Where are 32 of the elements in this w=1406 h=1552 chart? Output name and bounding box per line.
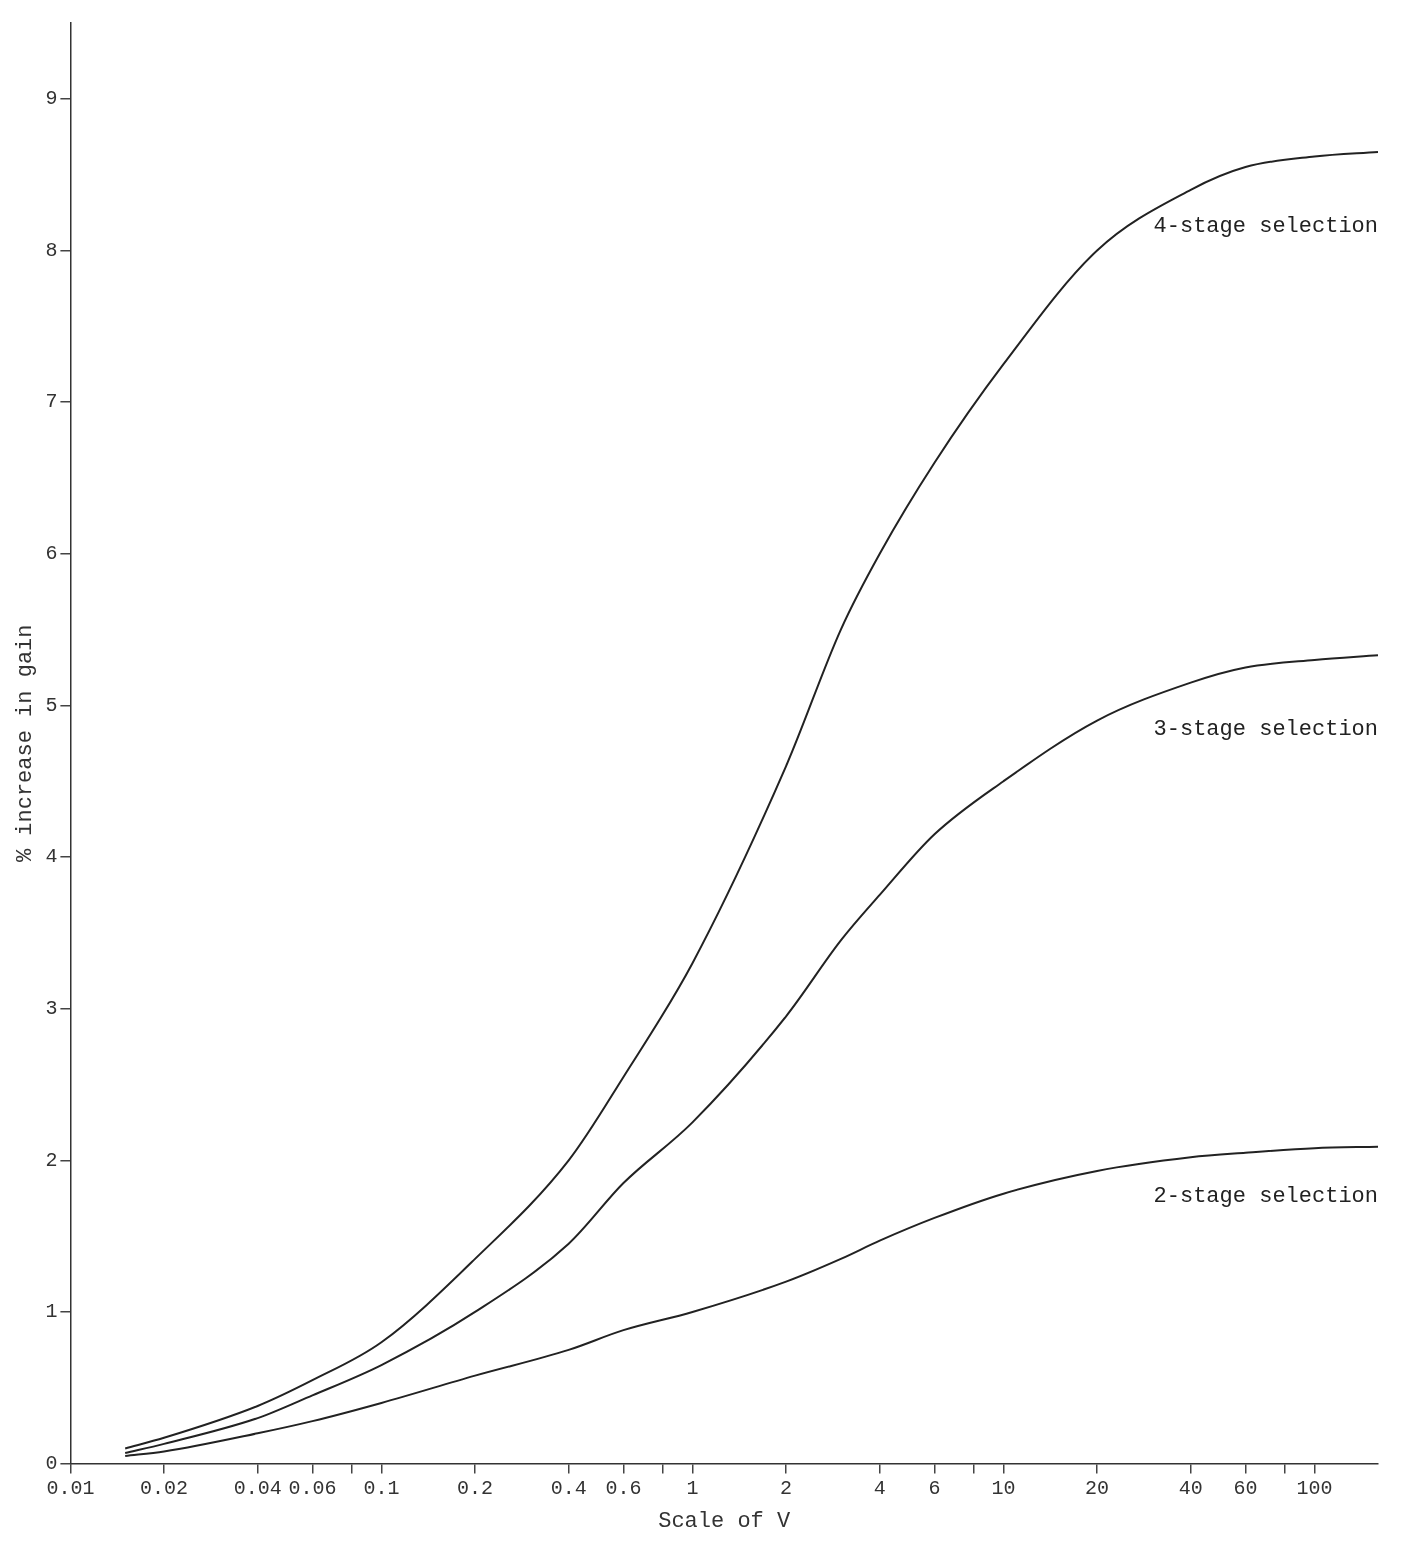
x-axis-title: Scale of V xyxy=(658,1508,791,1534)
x-tick-label: 0.6 xyxy=(605,1476,642,1500)
x-tick-label: 40 xyxy=(1178,1476,1203,1500)
series-label: 2-stage selection xyxy=(1153,1183,1378,1209)
x-tick-label: 0.1 xyxy=(363,1476,400,1500)
x-tick-label: 2 xyxy=(780,1476,793,1500)
y-tick-label: 8 xyxy=(45,238,58,262)
x-tick-label: 6 xyxy=(928,1476,941,1500)
x-tick-label: 10 xyxy=(991,1476,1016,1500)
x-tick-label: 1 xyxy=(686,1476,699,1500)
series-label: 4-stage selection xyxy=(1153,213,1378,239)
y-axis-title: % increase in gain xyxy=(13,624,39,863)
x-tick-label: 20 xyxy=(1085,1476,1110,1500)
y-tick-label: 3 xyxy=(45,996,58,1020)
x-tick-label: 60 xyxy=(1233,1476,1258,1500)
x-tick-label: 0.4 xyxy=(550,1476,587,1500)
y-tick-label: 0 xyxy=(45,1451,58,1475)
y-tick-label: 5 xyxy=(45,693,58,717)
x-tick-label: 0.02 xyxy=(140,1476,189,1500)
y-tick-label: 4 xyxy=(45,845,58,869)
y-tick-label: 7 xyxy=(45,390,58,414)
y-tick-label: 1 xyxy=(45,1300,58,1324)
y-tick-label: 2 xyxy=(45,1148,58,1172)
y-tick-label: 6 xyxy=(45,542,58,566)
x-tick-label: 4 xyxy=(873,1476,886,1500)
x-tick-label: 0.06 xyxy=(288,1476,337,1500)
y-tick-label: 9 xyxy=(45,87,58,111)
series-label: 3-stage selection xyxy=(1153,717,1378,743)
x-tick-label: 0.2 xyxy=(457,1476,494,1500)
x-tick-label: 0.04 xyxy=(233,1476,282,1500)
x-tick-label: 0.01 xyxy=(46,1476,95,1500)
x-tick-label: 100 xyxy=(1296,1476,1333,1500)
